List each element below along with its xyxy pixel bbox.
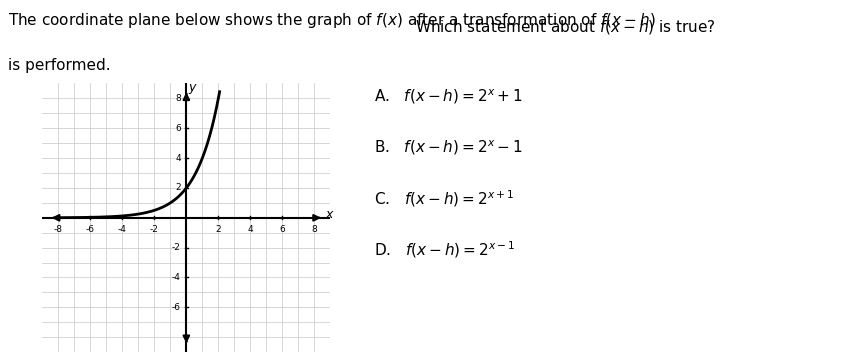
- Text: is performed.: is performed.: [8, 58, 111, 73]
- Text: 4: 4: [247, 225, 253, 234]
- Text: y: y: [188, 81, 196, 94]
- Text: -6: -6: [172, 303, 180, 312]
- Text: -6: -6: [86, 225, 95, 234]
- Text: 8: 8: [175, 94, 180, 103]
- Text: -4: -4: [172, 273, 180, 282]
- Text: A.   $f(x - h) = 2^x + 1$: A. $f(x - h) = 2^x + 1$: [374, 87, 523, 106]
- Text: Which statement about $f(x-h)$ is true?: Which statement about $f(x-h)$ is true?: [415, 18, 716, 36]
- Text: -8: -8: [54, 225, 63, 234]
- Text: -2: -2: [150, 225, 158, 234]
- Text: D.   $f(x - h) = 2^{x-1}$: D. $f(x - h) = 2^{x-1}$: [374, 240, 515, 260]
- Text: x: x: [325, 208, 332, 221]
- Text: 4: 4: [175, 154, 180, 163]
- Text: 6: 6: [175, 124, 180, 133]
- Text: 6: 6: [280, 225, 285, 234]
- Text: The coordinate plane below shows the graph of $f(x)$ after a transformation of $: The coordinate plane below shows the gra…: [8, 11, 656, 30]
- Text: C.   $f(x - h) = 2^{x+1}$: C. $f(x - h) = 2^{x+1}$: [374, 189, 514, 209]
- Text: -4: -4: [118, 225, 127, 234]
- Text: B.   $f(x - h) = 2^x - 1$: B. $f(x - h) = 2^x - 1$: [374, 138, 523, 156]
- Text: 2: 2: [175, 183, 180, 192]
- Text: -2: -2: [172, 243, 180, 252]
- Text: 2: 2: [215, 225, 221, 234]
- Text: 8: 8: [312, 225, 318, 234]
